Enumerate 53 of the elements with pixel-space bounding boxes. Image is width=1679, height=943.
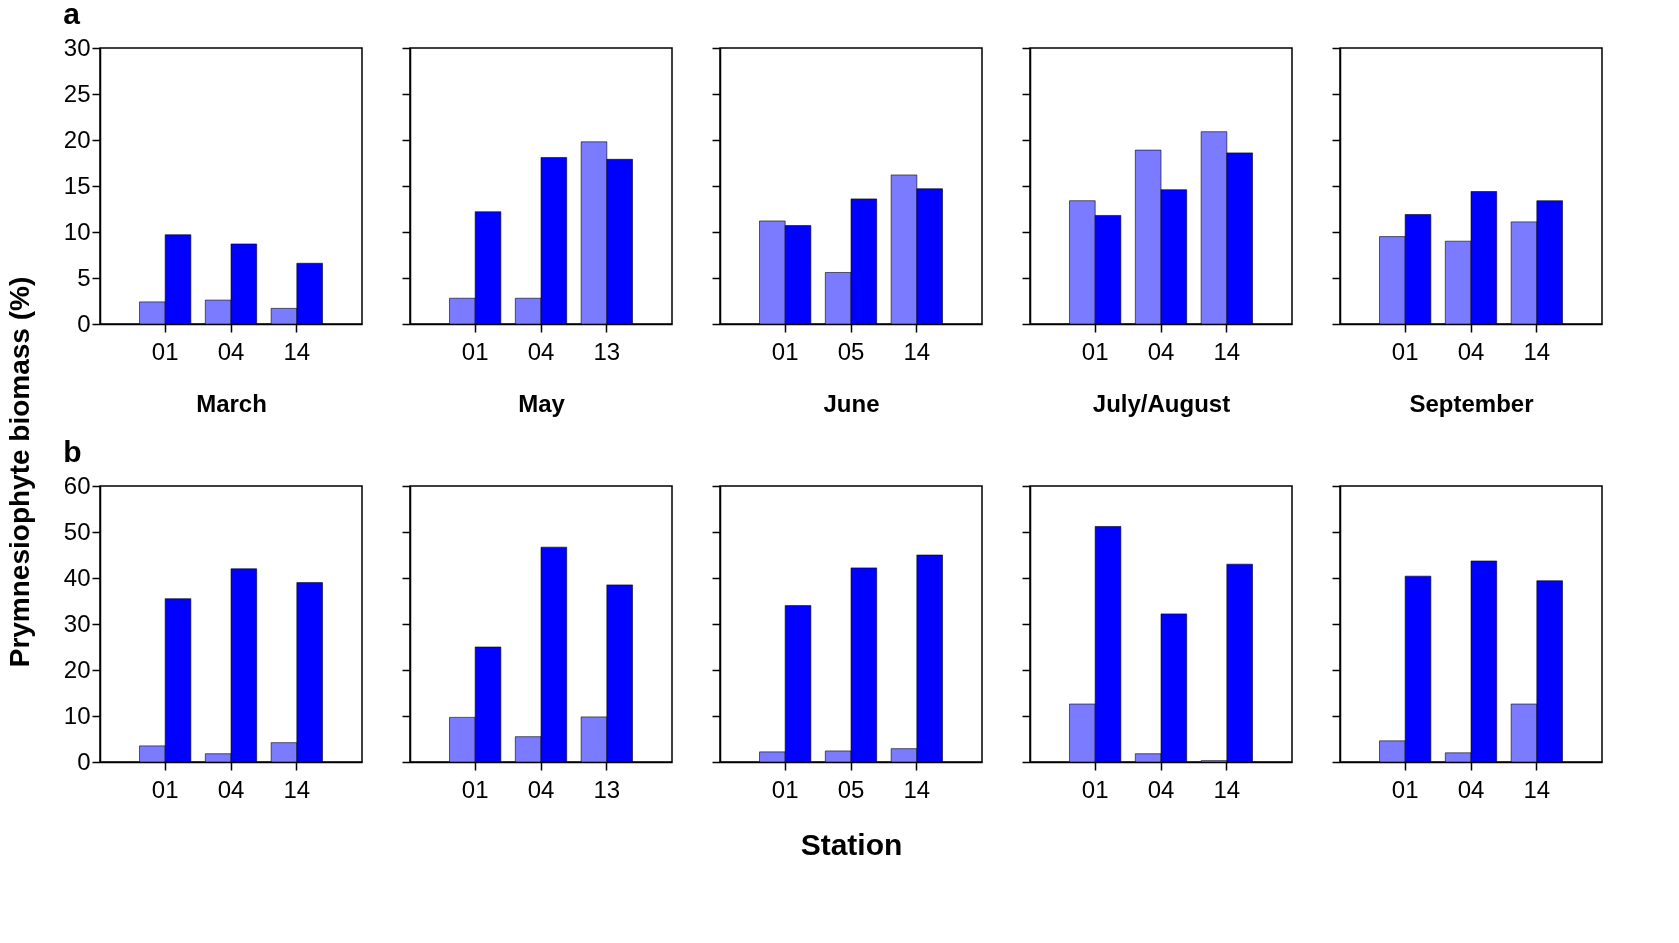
y-tick-label: 60 [63, 471, 91, 499]
x-tick-label: 01 [1081, 337, 1109, 365]
x-tick-label: 14 [903, 775, 931, 803]
x-axis-title: Station [800, 827, 903, 861]
x-tick-label: 01 [1391, 775, 1419, 803]
y-tick-label: 40 [63, 563, 91, 591]
x-tick-label: 04 [1457, 775, 1485, 803]
y-tick-label: 50 [63, 517, 91, 545]
x-tick-label: 04 [217, 775, 245, 803]
chart-title: a [63, 0, 81, 30]
x-tick-label: 14 [1213, 337, 1241, 365]
x-tick-label: 05 [837, 775, 865, 803]
x-tick-label: 14 [283, 337, 311, 365]
y-tick-label: 30 [63, 609, 91, 637]
x-tick-label: 13 [593, 337, 621, 365]
x-tick-label: 01 [771, 337, 799, 365]
x-tick-label: 04 [1147, 337, 1175, 365]
y-axis-title: Prymnesiophyte biomass (%) [4, 276, 36, 667]
x-axis-title: March [196, 389, 267, 417]
x-tick-label: 14 [283, 775, 311, 803]
y-tick-label: 25 [63, 79, 91, 107]
x-axis-title: July/August [1092, 389, 1231, 417]
x-tick-label: 01 [1391, 337, 1419, 365]
x-tick-label: 01 [151, 337, 179, 365]
x-tick-label: 01 [461, 775, 489, 803]
x-axis-title: September [1409, 389, 1534, 417]
x-tick-label: 01 [771, 775, 799, 803]
y-tick-label: 0 [77, 747, 91, 775]
x-axis-title: June [823, 389, 880, 417]
x-tick-label: 04 [527, 337, 555, 365]
x-tick-label: 01 [1081, 775, 1109, 803]
x-axis-title: May [518, 389, 566, 417]
y-tick-label: 20 [63, 125, 91, 153]
chart-title: b [63, 435, 82, 468]
x-tick-label: 14 [903, 337, 931, 365]
x-tick-label: 13 [593, 775, 621, 803]
x-tick-label: 14 [1523, 337, 1551, 365]
y-tick-label: 10 [63, 217, 91, 245]
y-tick-label: 30 [63, 33, 91, 61]
x-tick-label: 14 [1523, 775, 1551, 803]
y-tick-label: 0 [77, 309, 91, 337]
y-tick-label: 10 [63, 701, 91, 729]
y-tick-label: 20 [63, 655, 91, 683]
x-tick-label: 14 [1213, 775, 1241, 803]
x-tick-label: 04 [1457, 337, 1485, 365]
x-tick-label: 04 [1147, 775, 1175, 803]
x-tick-label: 05 [837, 337, 865, 365]
x-tick-label: 01 [151, 775, 179, 803]
y-tick-label: 5 [77, 263, 91, 291]
x-tick-label: 01 [461, 337, 489, 365]
x-tick-label: 04 [217, 337, 245, 365]
y-tick-label: 15 [63, 171, 91, 199]
x-tick-label: 04 [527, 775, 555, 803]
